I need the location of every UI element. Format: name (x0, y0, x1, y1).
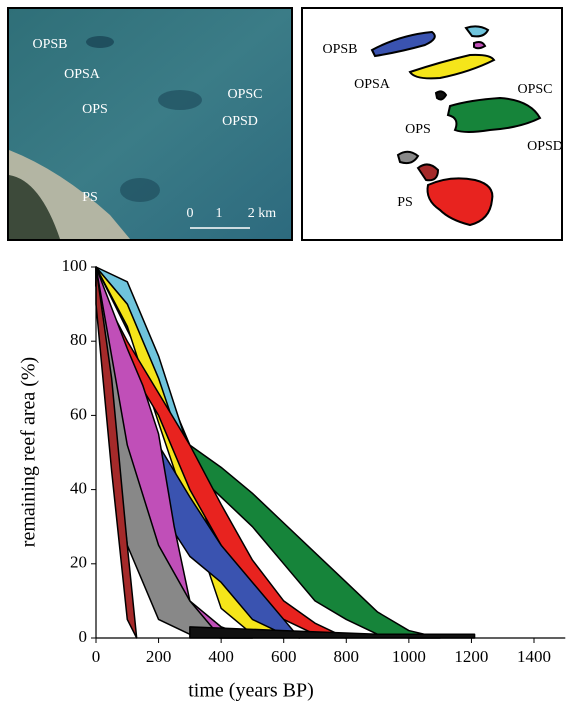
y-tick-label: 40 (70, 479, 87, 498)
x-tick-label: 400 (208, 647, 234, 666)
label: OPSC (227, 87, 262, 102)
x-axis-label: time (years BP) (188, 680, 314, 702)
chart: 0 200 400 600 800 1000 1200 1400 0 20 40 60 80 100 (62, 256, 566, 666)
y-tick-label: 80 (70, 330, 87, 349)
y-tick-label: 0 (79, 627, 88, 646)
label: OPSD (222, 114, 258, 129)
x-tick-label: 1000 (392, 647, 426, 666)
x-tick-label: 1400 (517, 647, 551, 666)
y-tick-label: 20 (70, 553, 87, 572)
scale-label: 0 (187, 206, 194, 221)
x-tick-label: 1200 (454, 647, 488, 666)
label: PS (82, 190, 98, 205)
label: OPS (82, 102, 108, 117)
x-tick-label: 200 (146, 647, 172, 666)
label: OPSD (527, 139, 563, 154)
x-tick-label: 800 (334, 647, 360, 666)
satellite-panel: OPSB OPSA OPS OPSC OPSD PS 0 1 2 km (7, 7, 293, 241)
y-tick-label: 100 (62, 256, 88, 275)
label: OPSC (517, 82, 552, 97)
label: PS (397, 195, 413, 210)
x-tick-label: 0 (92, 647, 101, 666)
scale-label: 1 (216, 206, 223, 221)
scale-label: 2 km (248, 206, 277, 221)
band (95, 266, 138, 639)
map-panel: OPSB OPSA OPSC OPS OPSD PS (301, 7, 563, 241)
y-axis-label: remaining reef area (%) (18, 357, 40, 547)
band (189, 626, 476, 639)
x-tick-label: 600 (271, 647, 297, 666)
label: OPSA (354, 77, 391, 92)
label: OPSB (32, 37, 67, 52)
label: OPSA (64, 67, 101, 82)
y-tick-label: 60 (70, 404, 87, 423)
label: OPSB (322, 42, 357, 57)
label: OPS (405, 122, 431, 137)
